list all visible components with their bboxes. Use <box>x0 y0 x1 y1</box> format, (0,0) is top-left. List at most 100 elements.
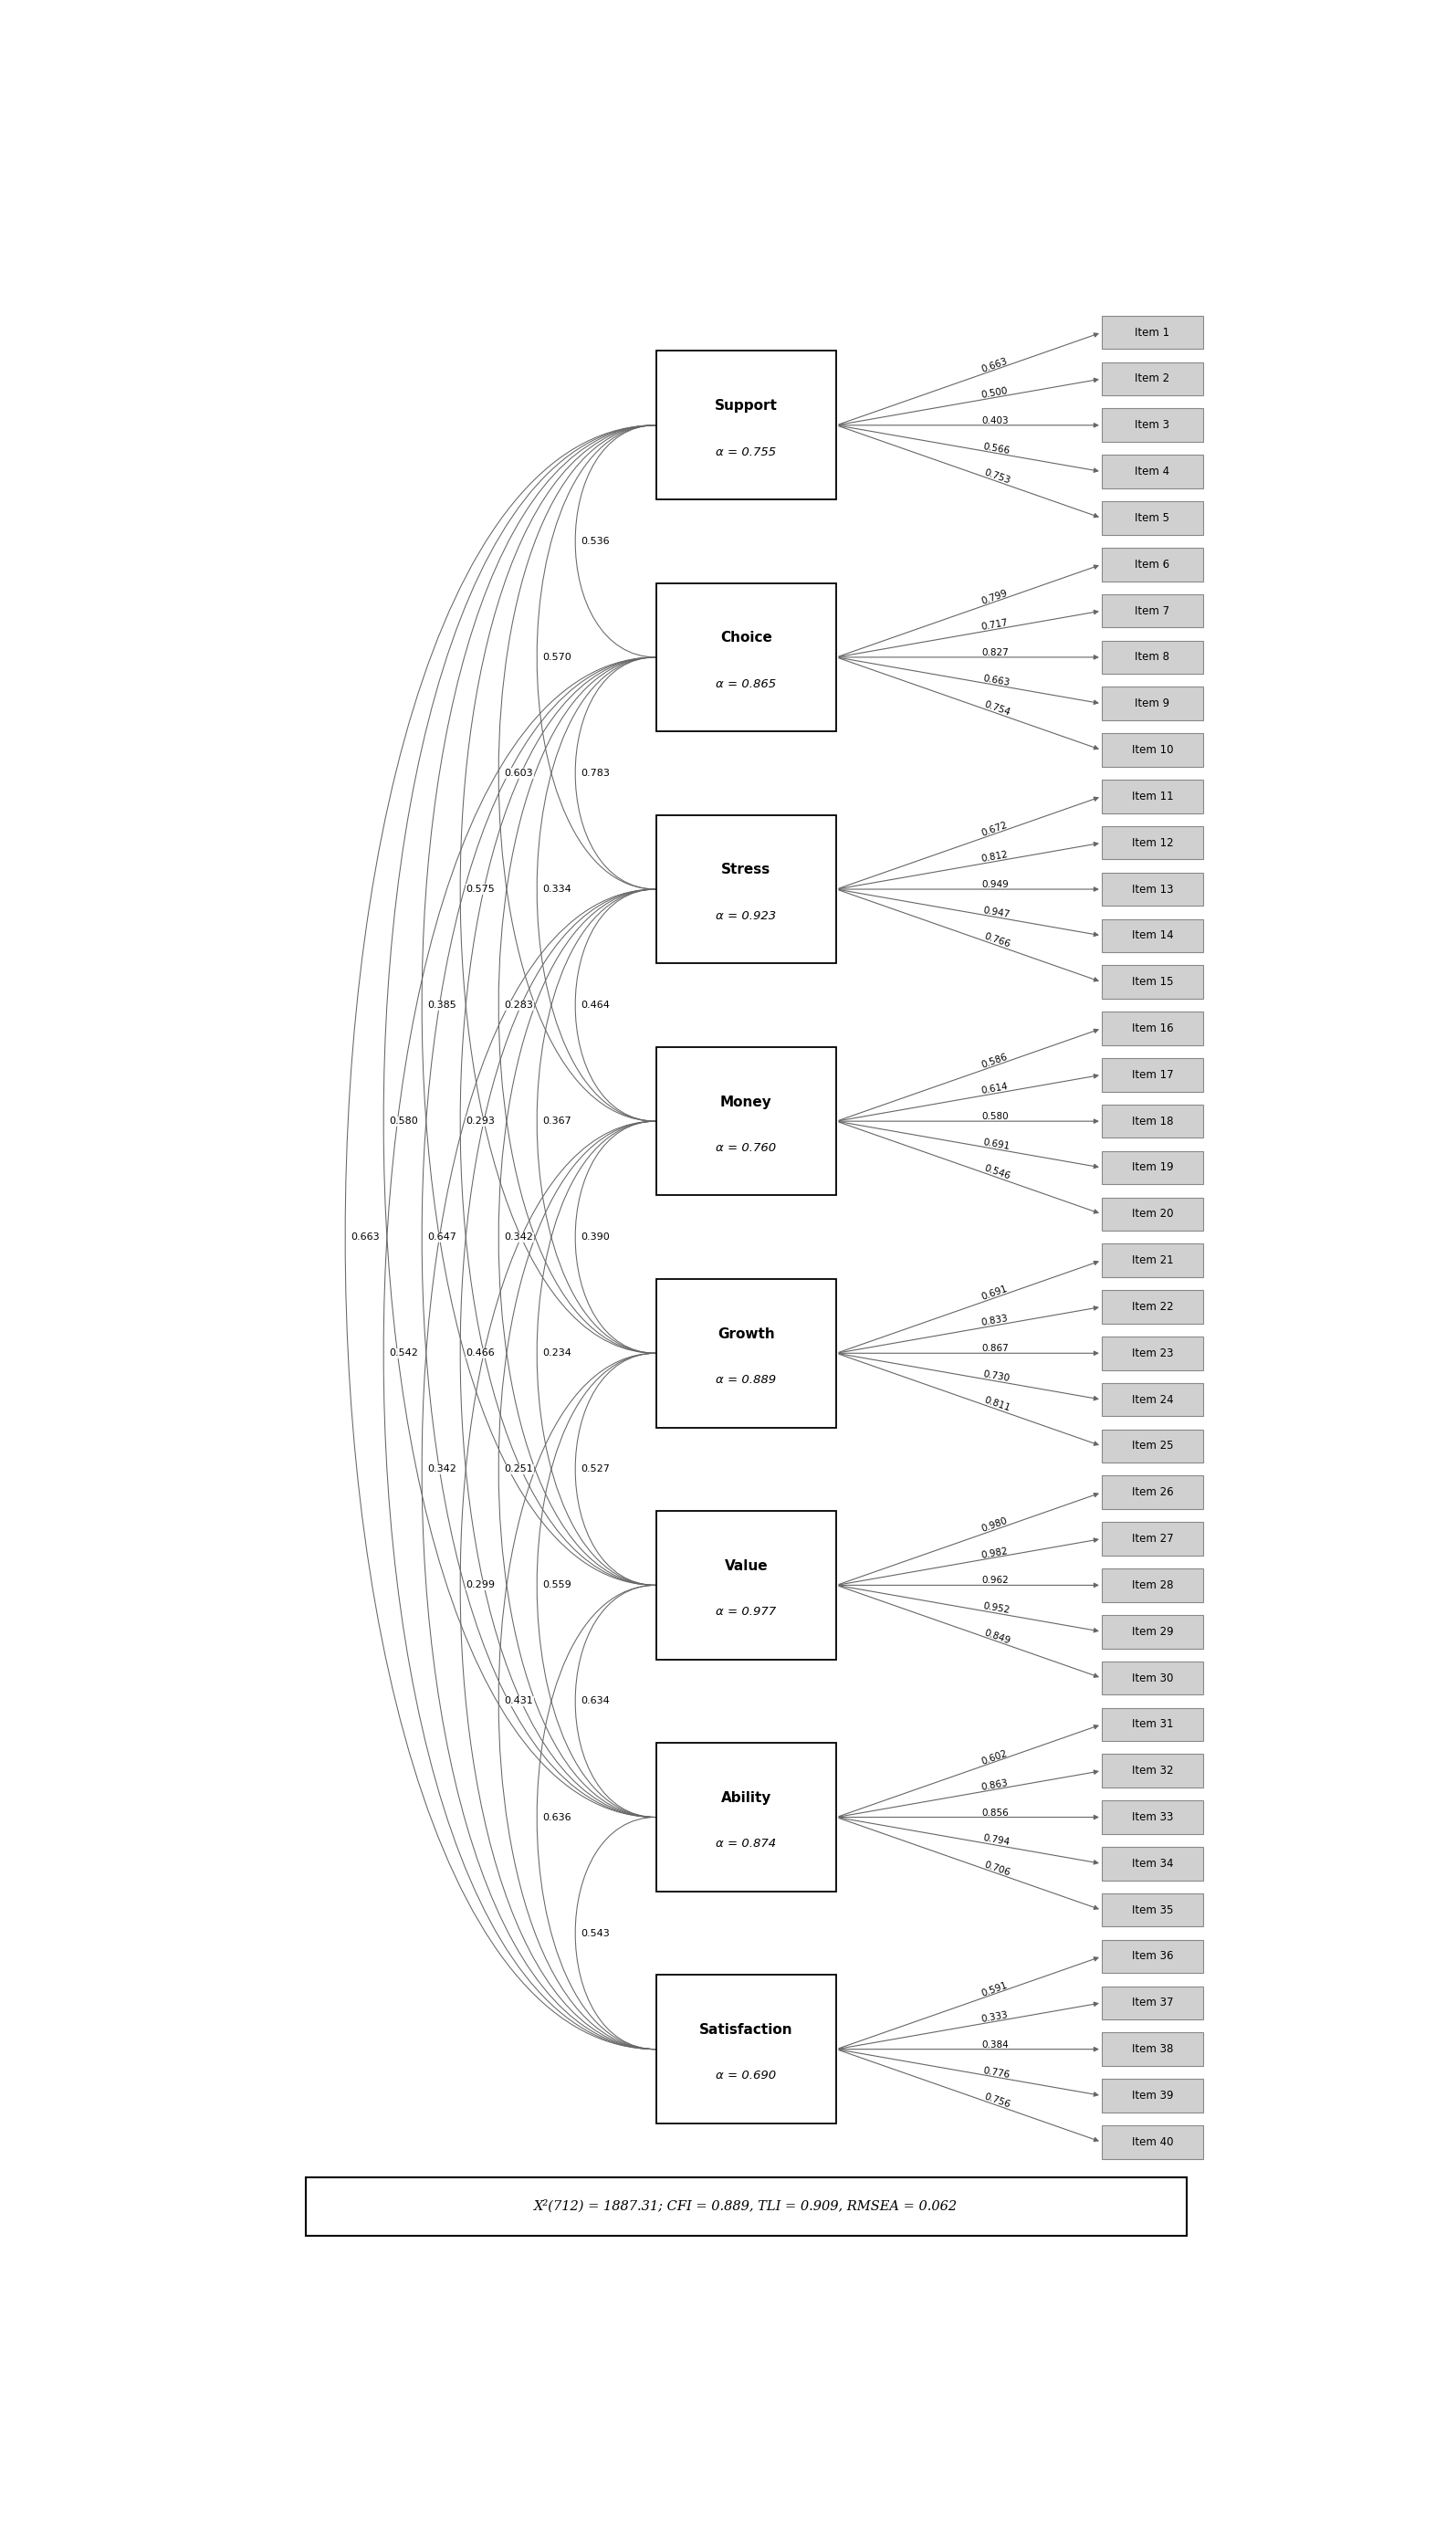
Text: Item 25: Item 25 <box>1131 1440 1174 1453</box>
Text: 0.333: 0.333 <box>981 2009 1009 2024</box>
Text: Item 7: Item 7 <box>1136 604 1169 617</box>
Text: 0.603: 0.603 <box>504 768 533 778</box>
Text: 0.756: 0.756 <box>983 2092 1012 2110</box>
Text: 0.403: 0.403 <box>981 417 1009 425</box>
Text: Item 8: Item 8 <box>1136 652 1169 662</box>
Text: 0.730: 0.730 <box>983 1370 1010 1382</box>
FancyBboxPatch shape <box>1102 639 1203 675</box>
FancyBboxPatch shape <box>1102 1847 1203 1880</box>
Text: Item 4: Item 4 <box>1136 465 1169 478</box>
Text: 0.811: 0.811 <box>983 1395 1012 1413</box>
FancyBboxPatch shape <box>1102 1708 1203 1741</box>
FancyBboxPatch shape <box>1102 781 1203 814</box>
Text: α = 0.874: α = 0.874 <box>716 1837 776 1850</box>
Text: Item 26: Item 26 <box>1131 1486 1174 1499</box>
Text: Item 15: Item 15 <box>1131 975 1174 988</box>
FancyBboxPatch shape <box>655 1511 836 1660</box>
Text: 0.663: 0.663 <box>351 1233 380 1241</box>
Text: α = 0.977: α = 0.977 <box>716 1607 776 1617</box>
Text: Growth: Growth <box>718 1327 775 1342</box>
Text: Item 33: Item 33 <box>1131 1812 1174 1822</box>
Text: 0.833: 0.833 <box>981 1314 1009 1327</box>
FancyBboxPatch shape <box>1102 1941 1203 1974</box>
Text: Item 28: Item 28 <box>1131 1579 1174 1592</box>
Text: Money: Money <box>721 1094 772 1109</box>
Text: 0.952: 0.952 <box>983 1602 1010 1615</box>
Text: Item 32: Item 32 <box>1131 1764 1174 1776</box>
FancyBboxPatch shape <box>1102 826 1203 859</box>
Text: 0.691: 0.691 <box>980 1284 1009 1301</box>
Text: 0.783: 0.783 <box>581 768 610 778</box>
Text: α = 0.690: α = 0.690 <box>716 2070 776 2082</box>
Text: 0.390: 0.390 <box>581 1233 610 1241</box>
Text: 0.580: 0.580 <box>389 1117 418 1127</box>
Text: Item 16: Item 16 <box>1131 1023 1174 1034</box>
Text: Item 17: Item 17 <box>1131 1069 1174 1082</box>
Text: α = 0.760: α = 0.760 <box>716 1142 776 1155</box>
FancyBboxPatch shape <box>1102 2125 1203 2158</box>
Text: 0.334: 0.334 <box>543 884 572 895</box>
Text: 0.570: 0.570 <box>543 652 572 662</box>
Text: Support: Support <box>715 399 778 412</box>
Text: Item 10: Item 10 <box>1131 743 1174 756</box>
Text: 0.283: 0.283 <box>504 1001 533 1011</box>
FancyBboxPatch shape <box>1102 1337 1203 1370</box>
Text: 0.536: 0.536 <box>581 536 610 546</box>
Text: Item 3: Item 3 <box>1136 419 1169 432</box>
FancyBboxPatch shape <box>1102 733 1203 766</box>
Text: Item 38: Item 38 <box>1131 2044 1174 2054</box>
Text: Item 18: Item 18 <box>1131 1114 1174 1127</box>
Text: 0.384: 0.384 <box>981 2039 1009 2049</box>
Text: 0.293: 0.293 <box>466 1117 495 1127</box>
Text: 0.299: 0.299 <box>466 1582 495 1589</box>
Text: 0.500: 0.500 <box>981 387 1009 399</box>
Text: 0.982: 0.982 <box>981 1547 1009 1559</box>
Text: 0.799: 0.799 <box>980 589 1009 606</box>
Text: Ability: Ability <box>721 1792 772 1804</box>
Text: Item 2: Item 2 <box>1136 374 1169 384</box>
Text: Item 40: Item 40 <box>1131 2135 1174 2148</box>
FancyBboxPatch shape <box>1102 920 1203 953</box>
Text: 0.647: 0.647 <box>428 1233 457 1241</box>
FancyBboxPatch shape <box>1102 1754 1203 1787</box>
Text: 0.980: 0.980 <box>980 1516 1009 1534</box>
FancyBboxPatch shape <box>655 1976 836 2123</box>
Text: 0.706: 0.706 <box>983 1860 1012 1878</box>
Text: 0.863: 0.863 <box>981 1779 1009 1792</box>
FancyBboxPatch shape <box>1102 2080 1203 2113</box>
Text: Item 34: Item 34 <box>1131 1857 1174 1870</box>
Text: Item 5: Item 5 <box>1136 513 1169 523</box>
Text: 0.614: 0.614 <box>981 1082 1009 1097</box>
Text: α = 0.865: α = 0.865 <box>716 677 776 690</box>
Text: 0.543: 0.543 <box>581 1928 610 1938</box>
Text: 0.542: 0.542 <box>389 1349 418 1357</box>
Text: 0.546: 0.546 <box>983 1165 1012 1183</box>
Text: 0.753: 0.753 <box>983 467 1012 485</box>
FancyBboxPatch shape <box>1102 1430 1203 1463</box>
FancyBboxPatch shape <box>1102 872 1203 905</box>
FancyBboxPatch shape <box>1102 361 1203 397</box>
Text: 0.794: 0.794 <box>983 1835 1010 1847</box>
Text: 0.663: 0.663 <box>980 356 1009 374</box>
Text: 0.591: 0.591 <box>980 1981 1009 1999</box>
Text: 0.947: 0.947 <box>983 905 1010 920</box>
FancyBboxPatch shape <box>1102 1104 1203 1137</box>
FancyBboxPatch shape <box>1102 1893 1203 1926</box>
FancyBboxPatch shape <box>1102 1243 1203 1276</box>
Text: 0.342: 0.342 <box>428 1466 457 1473</box>
Text: Item 9: Item 9 <box>1136 697 1169 710</box>
FancyBboxPatch shape <box>1102 594 1203 627</box>
Text: Item 22: Item 22 <box>1131 1301 1174 1312</box>
FancyBboxPatch shape <box>306 2178 1187 2236</box>
Text: 0.559: 0.559 <box>543 1582 572 1589</box>
FancyBboxPatch shape <box>1102 1382 1203 1415</box>
Text: 0.234: 0.234 <box>543 1349 572 1357</box>
Text: α = 0.889: α = 0.889 <box>716 1375 776 1385</box>
Text: Item 35: Item 35 <box>1131 1903 1174 1915</box>
Text: Item 27: Item 27 <box>1131 1534 1174 1544</box>
FancyBboxPatch shape <box>655 816 836 963</box>
FancyBboxPatch shape <box>1102 1291 1203 1324</box>
Text: Item 36: Item 36 <box>1131 1951 1174 1963</box>
FancyBboxPatch shape <box>1102 1059 1203 1092</box>
FancyBboxPatch shape <box>1102 687 1203 720</box>
